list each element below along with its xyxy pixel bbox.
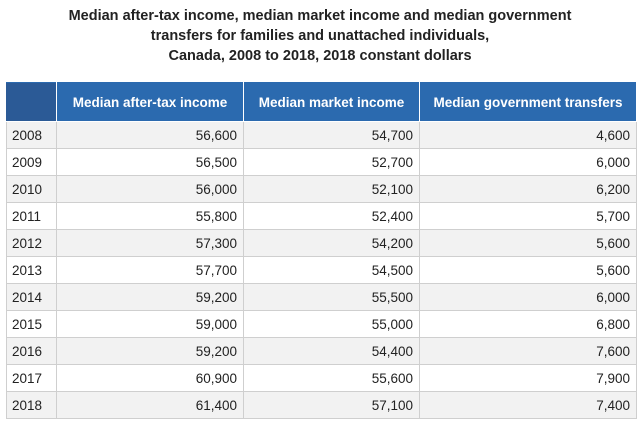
market-income-cell: 52,100 [243,175,420,203]
market-income-cell: 54,400 [243,337,420,365]
table-row: 2010 56,000 52,100 6,200 [6,175,637,203]
market-income-cell: 54,500 [243,256,420,284]
year-cell: 2010 [6,175,57,203]
year-cell: 2017 [6,364,57,392]
market-income-cell: 55,600 [243,364,420,392]
table-title: Median after-tax income, median market i… [0,0,640,64]
market-income-cell: 54,700 [243,121,420,149]
after-tax-income-cell: 56,500 [56,148,244,176]
government-transfers-cell: 7,900 [419,364,637,392]
table-row: 2009 56,500 52,700 6,000 [6,148,637,176]
year-cell: 2014 [6,283,57,311]
year-cell: 2012 [6,229,57,257]
table-title-line-1: Median after-tax income, median market i… [68,8,572,24]
after-tax-income-cell: 57,300 [56,229,244,257]
government-transfers-cell: 5,600 [419,256,637,284]
table-row: 2012 57,300 54,200 5,600 [6,229,637,257]
after-tax-income-cell: 55,800 [56,202,244,230]
market-income-cell: 55,000 [243,310,420,338]
year-cell: 2016 [6,337,57,365]
government-transfers-cell: 5,600 [419,229,637,257]
after-tax-income-cell: 56,000 [56,175,244,203]
market-income-cell: 54,200 [243,229,420,257]
table-row: 2011 55,800 52,400 5,700 [6,202,637,230]
government-transfers-cell: 6,800 [419,310,637,338]
table-body: 2008 56,600 54,700 4,600 2009 56,500 52,700 6,0… [6,121,637,419]
table-header-row: Median after-tax income Median market in… [6,82,637,122]
after-tax-income-cell: 59,200 [56,283,244,311]
after-tax-income-cell: 59,000 [56,310,244,338]
government-transfers-cell: 6,200 [419,175,637,203]
table-row: 2016 59,200 54,400 7,600 [6,337,637,365]
year-cell: 2015 [6,310,57,338]
year-cell: 2008 [6,121,57,149]
table-row: 2018 61,400 57,100 7,400 [6,391,637,419]
after-tax-income-cell: 59,200 [56,337,244,365]
header-median-market-income: Median market income [243,82,420,122]
header-median-government-transfers: Median government transfers [419,82,637,122]
market-income-cell: 57,100 [243,391,420,419]
table-row: 2013 57,700 54,500 5,600 [6,256,637,284]
market-income-cell: 55,500 [243,283,420,311]
table-row: 2008 56,600 54,700 4,600 [6,121,637,149]
after-tax-income-cell: 61,400 [56,391,244,419]
government-transfers-cell: 6,000 [419,148,637,176]
market-income-cell: 52,400 [243,202,420,230]
table-row: 2015 59,000 55,000 6,800 [6,310,637,338]
after-tax-income-cell: 56,600 [56,121,244,149]
table-title-line-2: transfers for families and unattached in… [150,28,490,44]
year-cell: 2011 [6,202,57,230]
government-transfers-cell: 5,700 [419,202,637,230]
after-tax-income-cell: 57,700 [56,256,244,284]
header-median-after-tax-income: Median after-tax income [56,82,244,122]
table-title-line-3: Canada, 2008 to 2018, 2018 constant doll… [168,48,472,64]
government-transfers-cell: 4,600 [419,121,637,149]
year-cell: 2009 [6,148,57,176]
table-row: 2014 59,200 55,500 6,000 [6,283,637,311]
government-transfers-cell: 7,600 [419,337,637,365]
year-cell: 2018 [6,391,57,419]
year-cell: 2013 [6,256,57,284]
market-income-cell: 52,700 [243,148,420,176]
government-transfers-cell: 7,400 [419,391,637,419]
after-tax-income-cell: 60,900 [56,364,244,392]
table-row: 2017 60,900 55,600 7,900 [6,364,637,392]
government-transfers-cell: 6,000 [419,283,637,311]
income-table: Median after-tax income Median market in… [6,82,637,419]
header-corner-cell [6,82,57,122]
